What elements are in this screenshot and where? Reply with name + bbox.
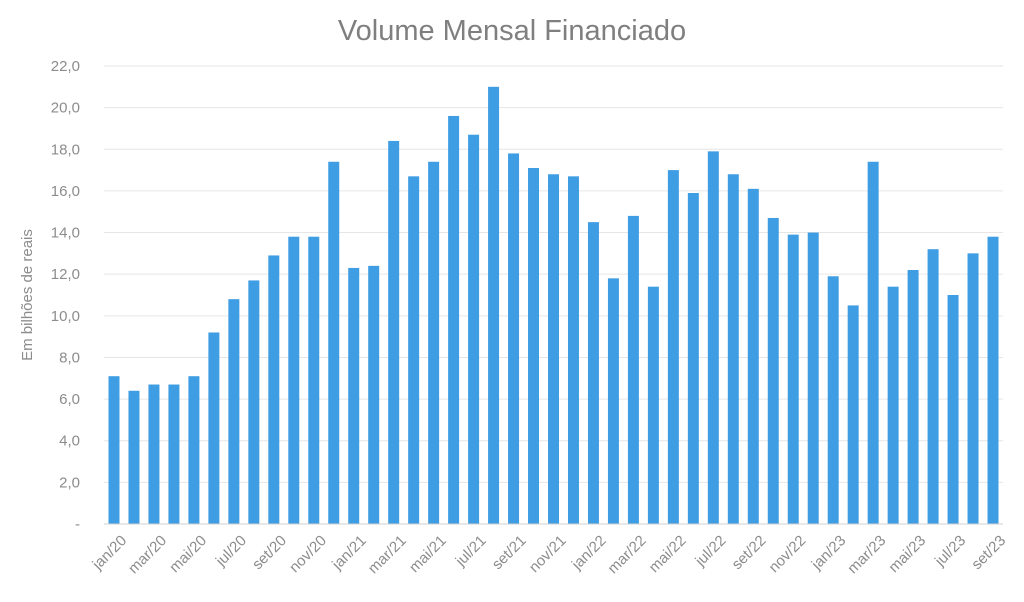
x-tick-label: nov/22 <box>766 532 810 576</box>
x-tick-label: mai/23 <box>885 532 929 576</box>
bar <box>488 86 500 525</box>
x-tick-label: mai/21 <box>406 532 450 576</box>
x-tick-label: mar/23 <box>844 532 889 577</box>
bar <box>767 217 779 525</box>
y-tick-label: 22,0 <box>51 58 80 75</box>
bar <box>528 168 540 524</box>
bar <box>867 161 879 524</box>
x-tick-label: jan/20 <box>89 532 131 574</box>
y-tick-label: 16,0 <box>51 183 80 200</box>
bars <box>108 86 999 525</box>
bar <box>428 161 440 524</box>
bar <box>348 267 360 524</box>
bar <box>448 115 460 525</box>
bar <box>108 376 120 524</box>
y-tick-label: 8,0 <box>59 349 80 366</box>
bar <box>927 249 939 524</box>
bar <box>887 286 899 524</box>
bar <box>308 236 320 524</box>
x-tick-label: nov/21 <box>526 532 570 576</box>
bar <box>807 232 819 524</box>
bar <box>827 276 839 524</box>
bar <box>667 170 679 524</box>
bar <box>388 140 400 525</box>
bar <box>687 192 699 524</box>
chart-title: Volume Mensal Financiado <box>338 15 686 47</box>
x-tick-label: mai/20 <box>166 532 210 576</box>
bar <box>128 390 140 524</box>
x-tick-label: nov/20 <box>286 532 330 576</box>
bar <box>967 253 979 524</box>
bar <box>647 286 659 524</box>
bar <box>368 265 380 524</box>
x-tick-label: mai/22 <box>646 532 690 576</box>
x-tick-label: mar/20 <box>125 532 170 577</box>
bar <box>208 332 220 524</box>
bar <box>328 161 340 524</box>
x-tick-label: set/21 <box>489 532 530 573</box>
y-tick-labels: - 2,0 4,0 6,0 8,0 10,0 12,0 14,0 16,0 18,0 20,0 22,… <box>51 58 80 533</box>
bar <box>627 215 639 524</box>
bar <box>148 384 160 524</box>
x-tick-label: jan/22 <box>568 532 610 574</box>
bar <box>248 280 260 524</box>
bar <box>567 176 579 524</box>
bar <box>847 305 859 524</box>
bar <box>188 376 200 524</box>
bar <box>508 153 520 524</box>
bar <box>168 384 180 524</box>
x-tick-label: set/20 <box>249 532 290 573</box>
bar <box>747 188 759 524</box>
y-tick-label: - <box>75 516 80 533</box>
bar <box>787 234 799 525</box>
y-tick-label: 20,0 <box>51 100 80 117</box>
x-tick-label: set/23 <box>968 532 1009 573</box>
bar <box>727 174 739 524</box>
y-tick-label: 2,0 <box>59 474 80 491</box>
y-tick-label: 14,0 <box>51 225 80 242</box>
bar <box>907 270 919 524</box>
bar <box>707 151 719 524</box>
y-tick-label: 10,0 <box>51 308 80 325</box>
x-tick-label: jul/20 <box>212 532 250 570</box>
bar <box>468 134 480 524</box>
x-tick-label: jan/21 <box>328 532 370 574</box>
x-tick-label: mar/22 <box>605 532 650 577</box>
x-tick-label: jul/21 <box>452 532 490 570</box>
bar <box>228 299 240 524</box>
bar <box>587 222 599 525</box>
bar <box>548 174 559 524</box>
y-tick-label: 18,0 <box>51 141 80 158</box>
bar <box>987 236 999 524</box>
y-axis-label: Em bilhões de reais <box>19 229 36 361</box>
x-tick-label: mar/21 <box>365 532 410 577</box>
bar <box>607 278 619 524</box>
y-tick-label: 12,0 <box>51 266 80 283</box>
y-tick-label: 6,0 <box>59 391 80 408</box>
bar <box>288 236 300 524</box>
bar <box>408 176 420 524</box>
bar <box>947 295 959 524</box>
x-tick-label: jul/22 <box>691 532 729 570</box>
x-tick-label: set/22 <box>729 532 770 573</box>
y-tick-label: 4,0 <box>59 433 80 450</box>
bar <box>268 255 280 525</box>
x-tick-label: jan/23 <box>808 532 850 574</box>
x-tick-label: jul/23 <box>931 532 969 570</box>
